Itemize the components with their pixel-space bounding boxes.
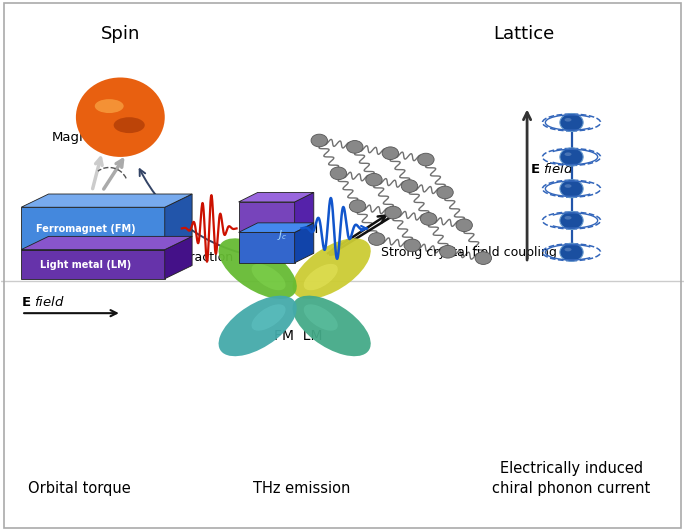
Ellipse shape [303, 264, 338, 290]
Ellipse shape [251, 304, 286, 331]
Circle shape [330, 167, 347, 179]
Polygon shape [238, 202, 295, 233]
Ellipse shape [564, 184, 571, 188]
Circle shape [366, 173, 382, 186]
Ellipse shape [219, 296, 297, 356]
Ellipse shape [564, 118, 571, 122]
Circle shape [401, 179, 418, 192]
Circle shape [560, 148, 583, 166]
Text: Ferromagnet (FM): Ferromagnet (FM) [36, 224, 136, 234]
Polygon shape [238, 233, 295, 263]
Ellipse shape [114, 117, 145, 133]
Ellipse shape [95, 99, 124, 113]
Ellipse shape [76, 78, 165, 157]
Ellipse shape [303, 304, 338, 331]
Circle shape [440, 245, 456, 258]
Polygon shape [21, 236, 192, 250]
Ellipse shape [219, 238, 297, 299]
Polygon shape [21, 194, 192, 207]
Circle shape [560, 114, 583, 132]
Circle shape [349, 200, 366, 212]
Polygon shape [165, 194, 192, 250]
Circle shape [456, 219, 473, 232]
Text: Orbital torque: Orbital torque [28, 481, 131, 496]
Circle shape [385, 206, 401, 219]
Ellipse shape [564, 152, 571, 156]
Text: Electrically induced
chiral phonon current: Electrically induced chiral phonon curre… [493, 461, 651, 496]
Polygon shape [21, 207, 165, 250]
Text: THz emission: THz emission [253, 481, 350, 496]
Polygon shape [295, 192, 314, 233]
Text: Magnetization: Magnetization [51, 131, 146, 144]
Text: FM  LM: FM LM [274, 329, 323, 343]
Polygon shape [165, 236, 192, 279]
Ellipse shape [251, 264, 286, 290]
Circle shape [437, 186, 453, 199]
Circle shape [382, 147, 399, 160]
Text: Orbital: Orbital [271, 222, 319, 236]
Circle shape [369, 233, 385, 245]
Polygon shape [295, 223, 314, 263]
Circle shape [560, 179, 583, 198]
Ellipse shape [564, 216, 571, 220]
Circle shape [311, 134, 327, 147]
Ellipse shape [292, 238, 371, 299]
Text: Weak spin–orbit interaction: Weak spin–orbit interaction [62, 251, 233, 264]
Text: $\mathbf{E}$ field: $\mathbf{E}$ field [21, 295, 65, 309]
Circle shape [404, 239, 421, 252]
Polygon shape [21, 250, 165, 279]
Circle shape [421, 212, 437, 225]
Polygon shape [238, 223, 314, 233]
Text: $\mathbf{E}$ field: $\mathbf{E}$ field [530, 162, 575, 176]
Text: Light metal (LM): Light metal (LM) [40, 260, 132, 270]
Text: Lattice: Lattice [493, 24, 554, 42]
Circle shape [475, 252, 492, 264]
Ellipse shape [292, 296, 371, 356]
Circle shape [560, 243, 583, 261]
Circle shape [347, 141, 363, 153]
Text: Strong crystal field coupling: Strong crystal field coupling [381, 246, 557, 259]
Polygon shape [238, 192, 314, 202]
Circle shape [560, 211, 583, 229]
Circle shape [418, 153, 434, 166]
Text: $J_c$: $J_c$ [277, 228, 287, 243]
Ellipse shape [564, 248, 571, 251]
Text: Spin: Spin [101, 24, 140, 42]
